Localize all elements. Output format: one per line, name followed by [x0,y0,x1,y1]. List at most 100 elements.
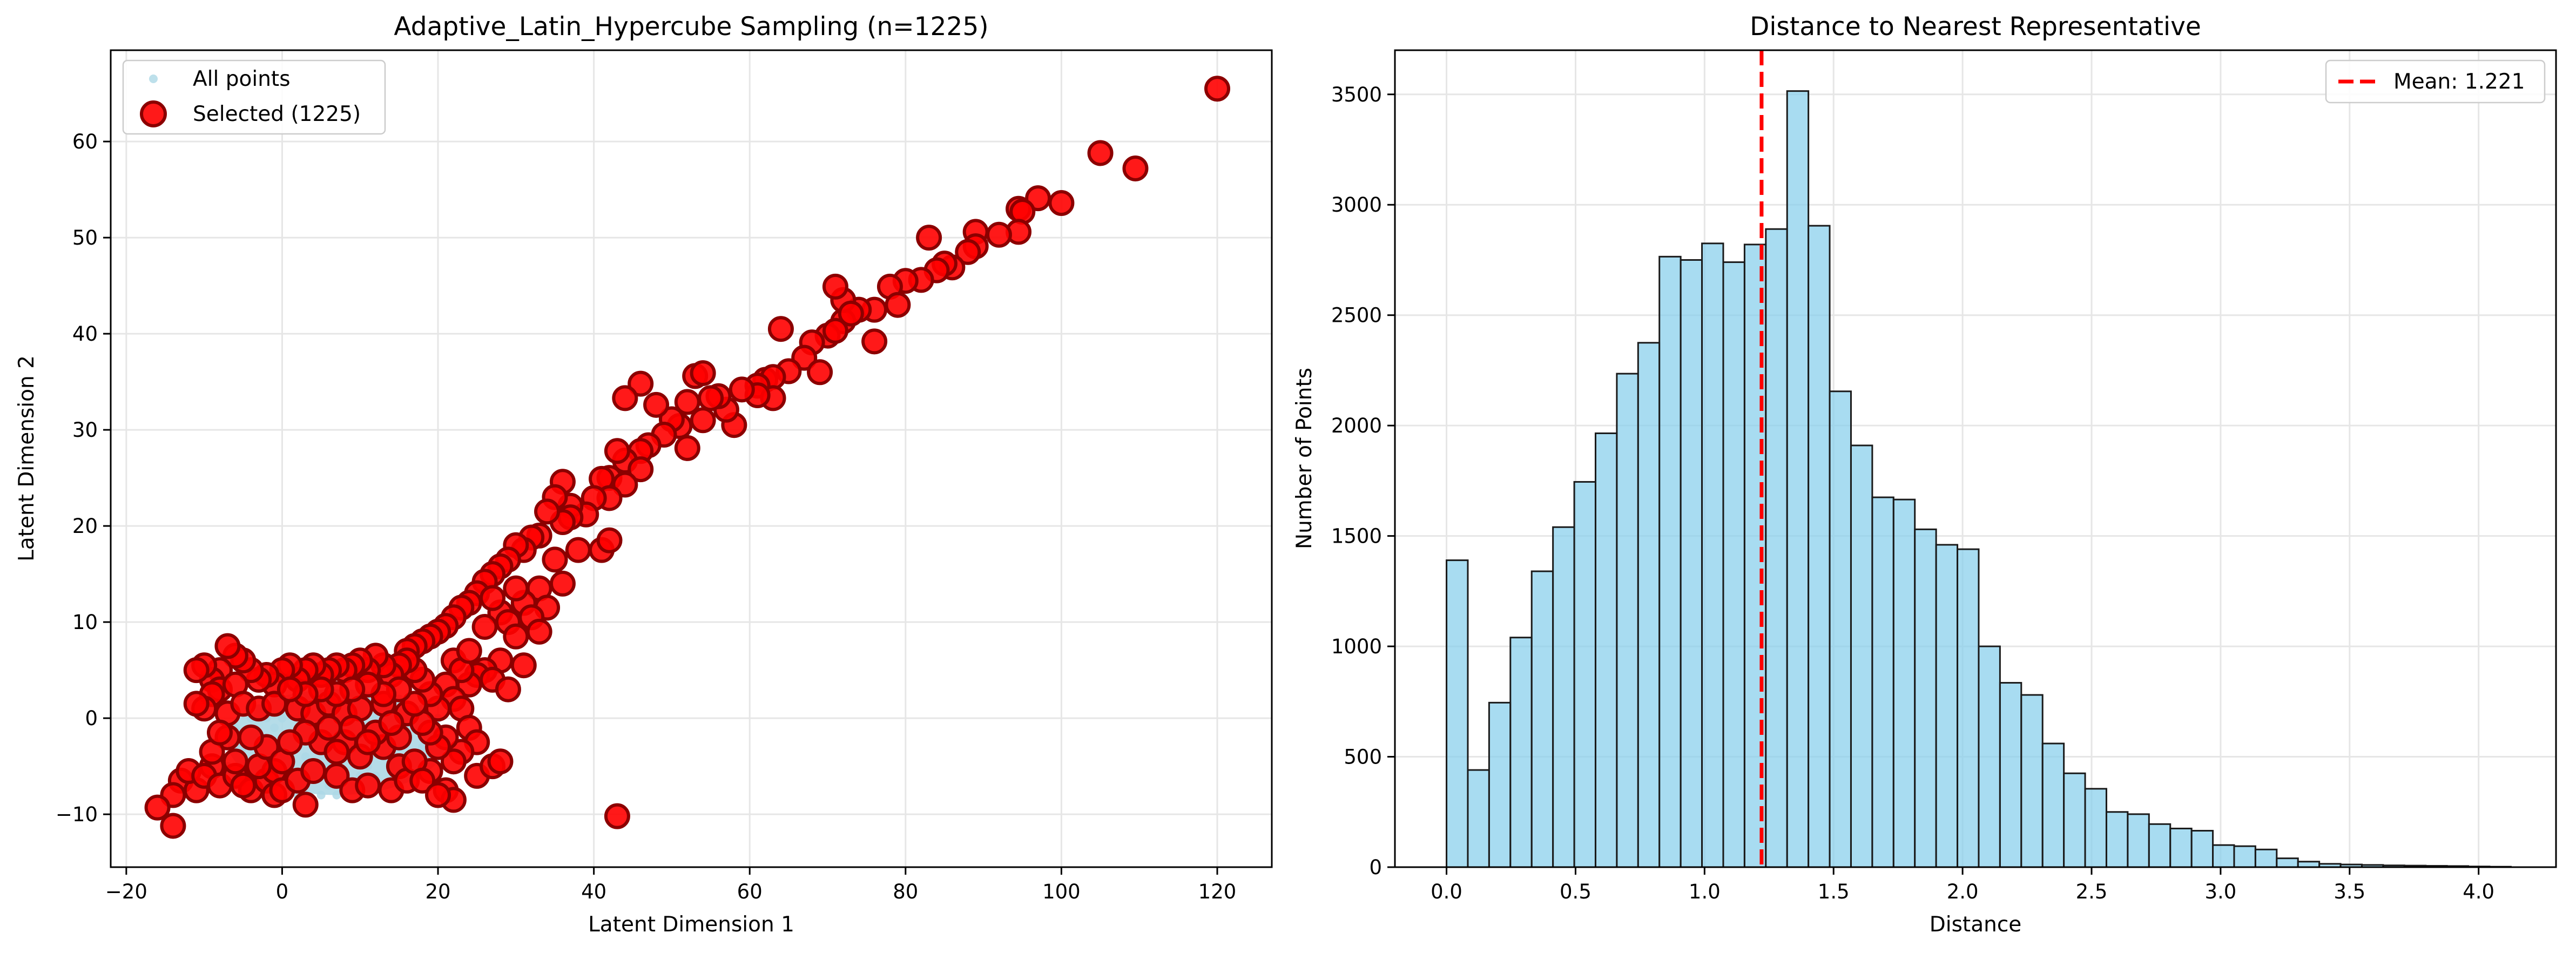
histogram-bar [1488,701,1512,868]
histogram-bar [1892,498,1916,868]
histogram-y-tick-label: 1000 [1331,635,1382,658]
all-points-marker [301,752,310,761]
histogram-bar [1808,225,1831,868]
selected-point [955,239,981,265]
legend-selected-label: Selected (1225) [193,102,361,126]
selected-point [674,435,700,461]
selected-point [885,292,911,318]
selected-point [1204,76,1230,102]
selected-point [767,316,794,342]
selected-point [596,527,623,553]
selected-point [729,376,755,403]
histogram-bar [2105,811,2129,868]
selected-point [316,714,342,741]
scatter-y-tick-label: 0 [85,707,98,730]
selected-point [471,614,498,640]
histogram-bar [2297,861,2321,868]
histogram-bar [1829,390,1852,868]
histogram-bar [1509,637,1533,868]
histogram-y-tick-label: 3000 [1331,193,1382,217]
histogram-bar [2254,848,2278,868]
selected-point [503,623,529,650]
selected-point [510,652,537,679]
all-points-marker [418,742,427,752]
selected-point [916,225,942,251]
scatter-legend: All points Selected (1225) [122,59,386,135]
selected-point [183,691,210,717]
histogram-bar [1594,432,1618,868]
selected-point [986,221,1012,248]
selected-point [238,724,264,751]
histogram-y-tick-label: 2000 [1331,414,1382,437]
histogram-x-tick-label: 2.5 [2076,880,2108,903]
histogram-bars [1446,90,2512,868]
selected-point [526,618,552,645]
selected-point [1087,140,1114,166]
histogram-y-tick-label: 1500 [1331,525,1382,548]
histogram-bar [2084,788,2107,868]
histogram-ticks: 0.0 0.5 1.0 1.5 2.0 2.5 3.0 3.5 4.0 0 500 1000 1500 2… [1331,83,2494,903]
selected-point [861,328,888,355]
selected-point [534,498,561,525]
all-points-marker [332,790,341,800]
histogram-plot-frame [1394,49,2557,868]
selected-point [1122,155,1149,181]
legend-mean-label: Mean: 1.221 [2393,70,2525,94]
scatter-title: Adaptive_Latin_Hypercube Sampling (n=122… [394,12,988,42]
histogram-x-tick-label: 2.0 [1947,880,1979,903]
histogram-bar [2020,694,2044,868]
histogram-bar [1765,228,1788,868]
selected-point [183,657,210,684]
selected-point [409,767,436,794]
scatter-panel: −20 0 20 40 60 80 100 120 −10 0 10 20 30 40 50 60 Adapt… [15,12,1273,937]
scatter-x-tick-label: 20 [425,880,450,903]
scatter-points [144,76,1230,839]
histogram-x-tick-label: 0.5 [1560,880,1592,903]
histogram-bar [1914,528,1937,868]
histogram-title: Distance to Nearest Representative [1750,12,2201,42]
selected-point [207,719,233,746]
selected-point [628,456,654,483]
selected-point [690,407,716,434]
histogram-x-tick-label: 3.5 [2334,880,2365,903]
selected-point [214,633,241,659]
selected-point [401,691,428,717]
selected-point [1048,190,1075,217]
scatter-x-tick-label: 100 [1042,880,1081,903]
scatter-y-tick-label: 20 [72,515,98,538]
histogram-bar [2041,742,2065,868]
scatter-x-tick-label: 80 [893,880,918,903]
histogram-bar [2169,827,2193,868]
selected-point [549,570,576,597]
selected-point [323,739,350,765]
selected-point [277,729,303,755]
histogram-x-tick-label: 3.0 [2204,880,2236,903]
histogram-y-axis-label: Number of Points [1292,368,1317,549]
selected-point [628,370,654,397]
histogram-y-tick-label: 500 [1344,746,1382,769]
scatter-y-tick-label: 50 [72,226,98,249]
selected-point [292,792,319,818]
selected-point [604,438,630,464]
histogram-bar [2276,857,2299,868]
scatter-x-tick-label: −20 [105,880,147,903]
histogram-bar [1467,769,1490,868]
scatter-x-tick-label: 60 [737,880,763,903]
histogram-bar [1573,481,1596,868]
all-points-marker [270,723,279,732]
histogram-bar [1552,526,1575,868]
selected-point [822,317,848,344]
selected-point [480,585,506,611]
legend-all-points-marker [149,75,158,83]
histogram-x-tick-label: 1.0 [1689,880,1721,903]
scatter-y-tick-label: 10 [72,611,98,634]
selected-point [222,748,248,775]
selected-point [542,546,568,573]
histogram-bar [1786,90,1810,868]
histogram-x-tick-label: 1.5 [1818,880,1850,903]
histogram-y-tick-label: 3500 [1331,83,1382,106]
scatter-y-tick-label: 60 [72,130,98,153]
histogram-bar [1680,259,1703,868]
histogram-bar [1701,242,1724,868]
